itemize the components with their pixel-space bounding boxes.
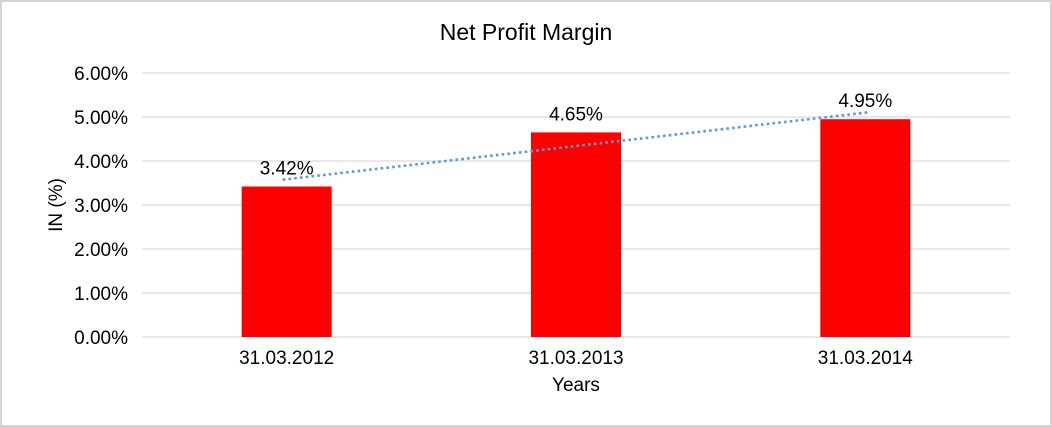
y-tick-label: 0.00%: [74, 328, 128, 349]
y-tick-label: 5.00%: [74, 108, 128, 129]
y-tick-label: 3.00%: [74, 196, 128, 217]
y-axis-title: IN (%): [46, 178, 67, 232]
x-tick-label: 31.03.2012: [239, 348, 334, 369]
bar: [820, 119, 911, 337]
x-axis-tick-labels: 31.03.2012 31.03.2013 31.03.2014: [239, 348, 913, 369]
y-axis-tick-labels: 0.00% 1.00% 2.00% 3.00% 4.00% 5.00% 6.00%: [74, 64, 128, 349]
chart-title: Net Profit Margin: [440, 19, 613, 45]
y-tick-label: 6.00%: [74, 64, 128, 85]
bar: [531, 132, 621, 337]
bar: [241, 186, 332, 337]
bar-series: [241, 119, 911, 337]
y-tick-label: 4.00%: [74, 152, 128, 173]
bar-value-label: 3.42%: [260, 159, 314, 180]
y-tick-label: 2.00%: [74, 240, 128, 261]
x-tick-label: 31.03.2013: [528, 348, 623, 369]
data-labels: 3.42% 4.65% 4.95%: [260, 91, 893, 179]
y-tick-label: 1.00%: [74, 284, 128, 305]
x-tick-label: 31.03.2014: [818, 348, 914, 369]
bar-value-label: 4.95%: [838, 91, 892, 112]
bar-value-label: 4.65%: [549, 104, 603, 125]
x-axis-title: Years: [552, 375, 600, 396]
